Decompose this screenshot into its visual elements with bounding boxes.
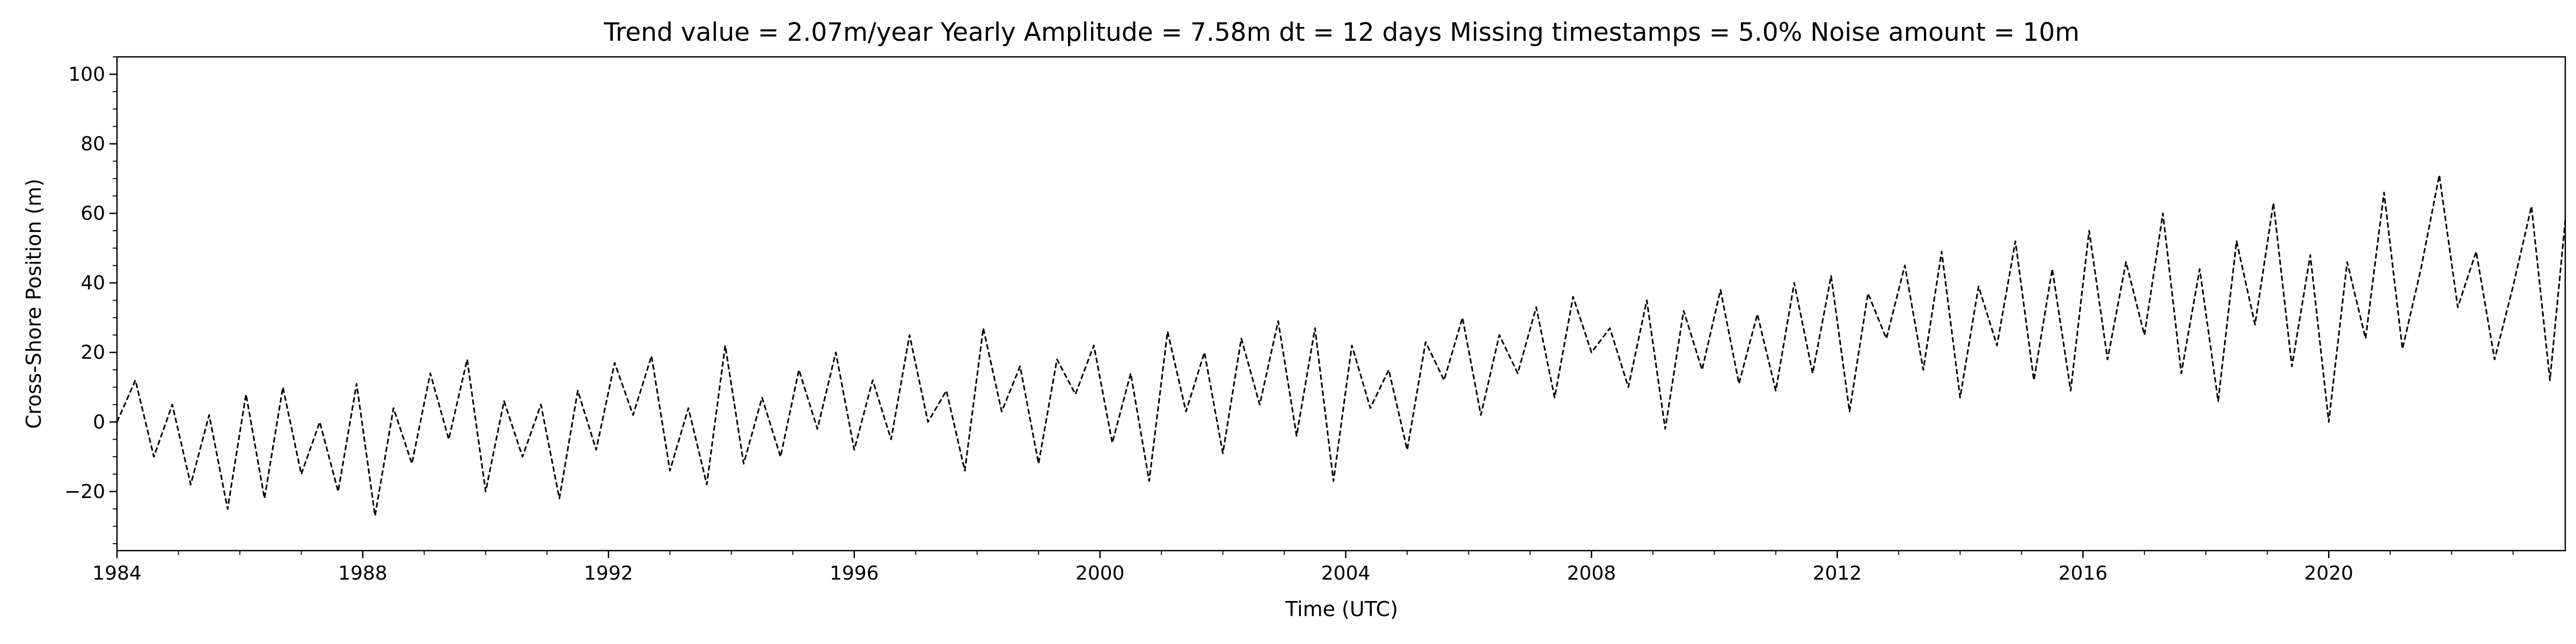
plot-area (116, 174, 2566, 517)
x-tick-label: 1996 (830, 562, 879, 584)
plot-frame (116, 56, 2566, 552)
y-tick-label: 0 (93, 411, 105, 433)
x-tick-label: 1984 (92, 562, 142, 584)
y-axis: −20 0 20 40 60 80 100 (64, 56, 117, 544)
chart-title: Trend value = 2.07m/year Yearly Amplitud… (603, 18, 2080, 47)
x-tick-label: 2016 (2059, 562, 2108, 584)
x-axis-label: Time (UTC) (1285, 597, 1398, 621)
x-tick-label: 2004 (1321, 562, 1371, 584)
x-tick-label: 2000 (1075, 562, 1125, 584)
x-tick-label: 2012 (1813, 562, 1862, 584)
x-tick-label: 2020 (2304, 562, 2353, 584)
y-tick-label: 40 (80, 272, 105, 294)
x-tick-label: 2008 (1567, 562, 1616, 584)
x-tick-label: 1988 (338, 562, 387, 584)
x-axis: 1984 1988 1992 1996 2000 2004 2008 2012 2016 2020 (92, 551, 2514, 584)
y-tick-label: −20 (64, 481, 105, 503)
y-axis-label: Cross-Shore Position (m) (22, 179, 46, 429)
series-line (116, 174, 2566, 517)
y-tick-label: 60 (80, 203, 105, 225)
y-tick-label: 20 (80, 342, 105, 364)
y-tick-label: 100 (68, 63, 105, 85)
x-tick-label: 1992 (584, 562, 633, 584)
y-tick-label: 80 (80, 133, 105, 155)
